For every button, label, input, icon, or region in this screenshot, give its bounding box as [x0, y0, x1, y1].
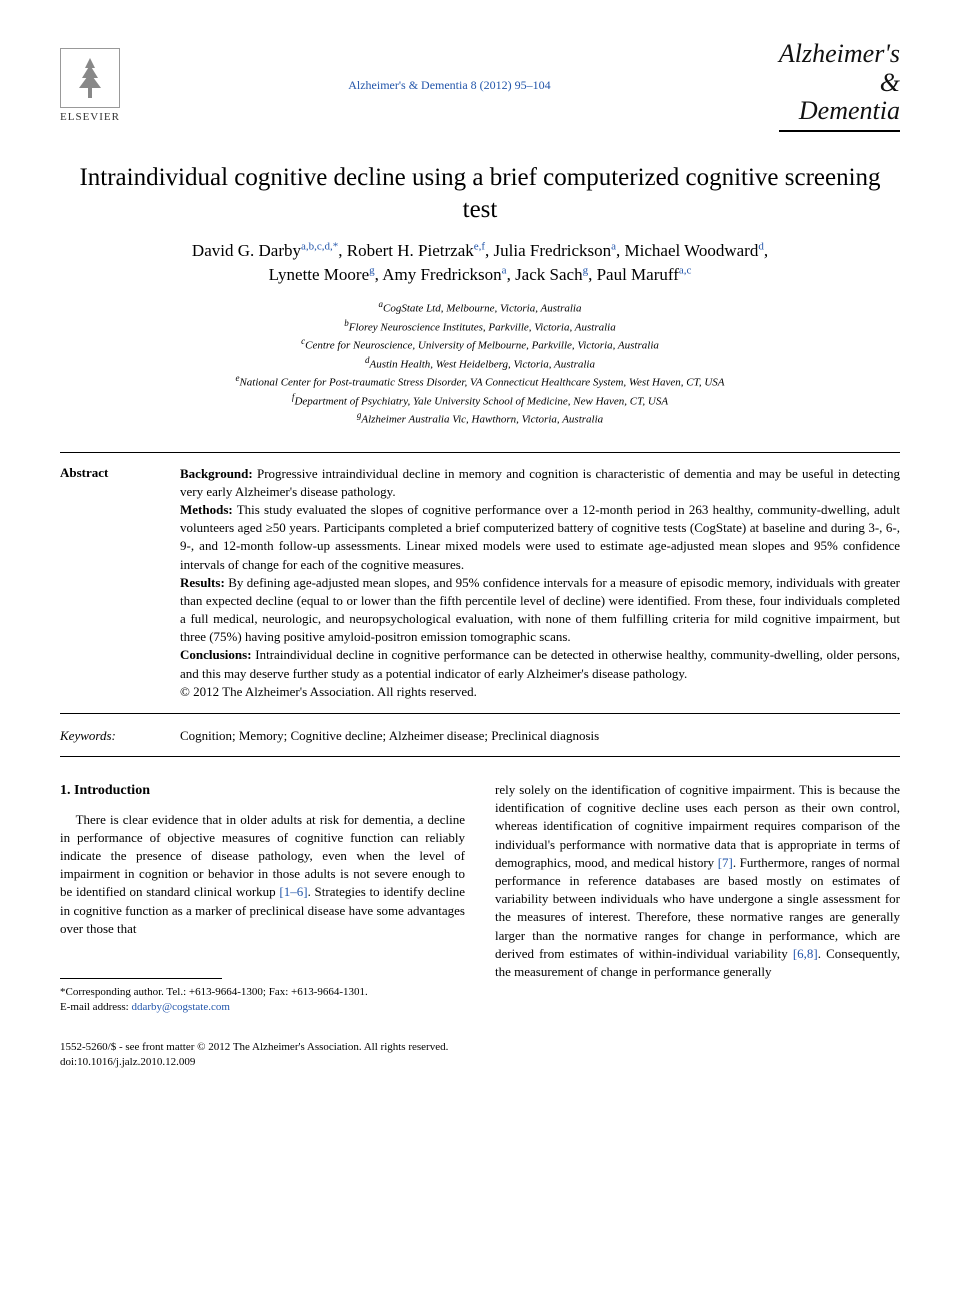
abstract-results: By defining age-adjusted mean slopes, an… — [180, 575, 900, 645]
journal-name-amp: & — [880, 68, 900, 97]
column-right: rely solely on the identification of cog… — [495, 781, 900, 1016]
keywords-text: Cognition; Memory; Cognitive decline; Al… — [180, 728, 599, 744]
author: Lynette Mooreg — [269, 265, 375, 284]
citation-link[interactable]: [1–6] — [279, 884, 307, 899]
footnote-separator — [60, 978, 222, 979]
email-label: E-mail address: — [60, 1001, 131, 1013]
journal-reference: Alzheimer's & Dementia 8 (2012) 95–104 — [348, 78, 550, 93]
abstract-methods: This study evaluated the slopes of cogni… — [180, 502, 900, 572]
affiliation: bFlorey Neuroscience Institutes, Parkvil… — [60, 317, 900, 336]
journal-logo: Alzheimer's & Dementia — [779, 40, 900, 132]
citation-link[interactable]: [6,8] — [793, 946, 818, 961]
abstract-conclusions: Intraindividual decline in cognitive per… — [180, 647, 900, 680]
corr-author-info: *Corresponding author. Tel.: +613-9664-1… — [60, 985, 465, 1000]
abstract-content: Background: Progressive intraindividual … — [180, 465, 900, 701]
abstract-results-label: Results: — [180, 575, 225, 590]
journal-name-line2: Dementia — [799, 96, 900, 125]
paragraph: There is clear evidence that in older ad… — [60, 811, 465, 938]
paragraph: rely solely on the identification of cog… — [495, 781, 900, 981]
abstract-label: Abstract — [60, 465, 150, 701]
elsevier-tree-icon — [60, 48, 120, 108]
section-heading: 1. Introduction — [60, 781, 465, 801]
keywords-row: Keywords: Cognition; Memory; Cognitive d… — [60, 722, 900, 757]
page-header: ELSEVIER Alzheimer's & Dementia 8 (2012)… — [60, 40, 900, 132]
author: Michael Woodwardd — [625, 241, 764, 260]
author: Paul Maruffa,c — [597, 265, 692, 284]
author-list: David G. Darbya,b,c,d,*, Robert H. Pietr… — [60, 239, 900, 288]
abstract-bg-label: Background: — [180, 466, 253, 481]
body-columns: 1. Introduction There is clear evidence … — [60, 781, 900, 1016]
abstract-block: Abstract Background: Progressive intrain… — [60, 452, 900, 714]
affiliation: cCentre for Neuroscience, University of … — [60, 335, 900, 354]
author: Jack Sachg — [515, 265, 588, 284]
corresponding-footnote: *Corresponding author. Tel.: +613-9664-1… — [60, 985, 465, 1016]
author: David G. Darbya,b,c,d,* — [192, 241, 338, 260]
author: Amy Fredricksona — [382, 265, 506, 284]
affiliation: aCogState Ltd, Melbourne, Victoria, Aust… — [60, 298, 900, 317]
publisher-logo: ELSEVIER — [60, 48, 120, 123]
citation-link[interactable]: [7] — [718, 855, 733, 870]
doi-line: doi:10.1016/j.jalz.2010.12.009 — [60, 1055, 900, 1070]
author: Robert H. Pietrzake,f — [347, 241, 485, 260]
affiliation-list: aCogState Ltd, Melbourne, Victoria, Aust… — [60, 298, 900, 428]
abstract-methods-label: Methods: — [180, 502, 233, 517]
author: Julia Fredricksona — [494, 241, 616, 260]
affiliation: eNational Center for Post-traumatic Stre… — [60, 372, 900, 391]
abstract-copyright: © 2012 The Alzheimer's Association. All … — [180, 684, 477, 699]
bottom-matter: 1552-5260/$ - see front matter © 2012 Th… — [60, 1040, 900, 1071]
journal-name-line1: Alzheimer's — [779, 39, 900, 68]
affiliation: dAustin Health, West Heidelberg, Victori… — [60, 354, 900, 373]
abstract-conclusions-label: Conclusions: — [180, 647, 252, 662]
email-link[interactable]: ddarby@cogstate.com — [131, 1001, 229, 1013]
issn-line: 1552-5260/$ - see front matter © 2012 Th… — [60, 1040, 900, 1055]
article-title: Intraindividual cognitive decline using … — [60, 162, 900, 227]
keywords-label: Keywords: — [60, 728, 150, 744]
abstract-bg: Progressive intraindividual decline in m… — [180, 466, 900, 499]
publisher-name: ELSEVIER — [60, 111, 120, 123]
affiliation: fDepartment of Psychiatry, Yale Universi… — [60, 391, 900, 410]
affiliation: gAlzheimer Australia Vic, Hawthorn, Vict… — [60, 409, 900, 428]
column-left: 1. Introduction There is clear evidence … — [60, 781, 465, 1016]
